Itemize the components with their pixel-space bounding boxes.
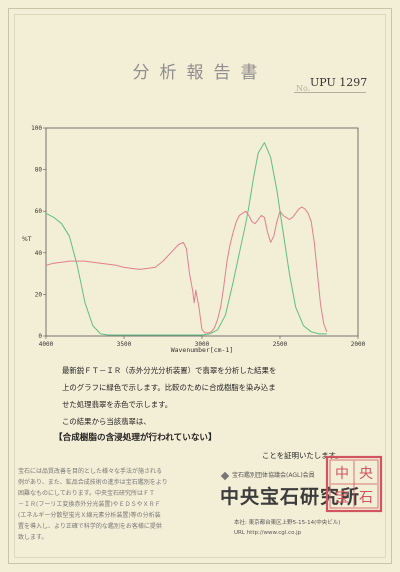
note-line: 困難なものにしております。中央宝石研究所はＦＴ	[18, 490, 156, 497]
inner-border	[14, 14, 386, 558]
company-address: 本社: 東京都台東区上野5-15-14(中央ビル) URL http://www…	[234, 520, 341, 536]
description-line: この結果から当該翡翠は、	[62, 417, 151, 426]
x-tick-label: 3000	[195, 341, 210, 348]
note-line: －ＩＲ(フーリエ変換赤外分光装置)やＥＤＳやＸＲＦ	[18, 501, 161, 508]
association-membership: 宝石鑑別団体協議会(AGL)会員	[220, 470, 315, 480]
x-axis-label: Wavenumber[cm-1]	[171, 346, 234, 354]
note-line: 宝石には品質改善を目的とした様々な手法が施される	[18, 468, 163, 475]
description-line: せた処理翡翠を赤色で示します。	[62, 400, 173, 409]
certification-line: ことを証明いたします。	[262, 451, 343, 460]
company-seal-stamp: 中 央 宝 石	[325, 455, 383, 513]
svg-text:石: 石	[359, 490, 373, 506]
x-tick-label: 3500	[117, 341, 132, 348]
y-tick-label: 100	[31, 125, 42, 132]
description-line: 最新鋭ＦＴ－ＩＲ（赤外分光分析装置）で翡翠を分析した結果を	[62, 366, 277, 375]
url-label: URL	[234, 530, 245, 536]
y-tick-label: 40	[35, 250, 43, 257]
description-line: 上のグラフに緑色で示します。比較のために合成樹脂を染み込ま	[62, 383, 276, 392]
svg-text:宝: 宝	[335, 490, 349, 506]
x-tick-label: 4000	[39, 341, 54, 348]
conclusion-statement: 【合成樹脂の含浸処理が行われていない】	[54, 433, 217, 443]
y-axis-label: %T	[22, 236, 32, 243]
address-label: 本社	[234, 520, 246, 526]
report-title: 分析報告書	[132, 63, 268, 83]
outer-border	[8, 8, 392, 564]
svg-text:央: 央	[359, 466, 373, 482]
document-number: UPU 1297	[310, 76, 368, 89]
note-line: 例があり、また、鉱品合成技術の進歩は宝石鑑別をより	[18, 479, 168, 486]
note-line: (エネルギー分散型蛍光Ｘ線元素分析装置)等の分析装	[18, 512, 161, 519]
note-line: 致します。	[18, 534, 48, 541]
association-logo-icon	[220, 471, 230, 480]
y-tick-label: 80	[35, 167, 43, 174]
analysis-description: 最新鋭ＦＴ－ＩＲ（赤外分光分析装置）で翡翠を分析した結果を 上のグラフに緑色で示…	[54, 362, 362, 464]
x-tick-label: 2000	[351, 341, 366, 348]
x-tick-label: 2500	[273, 341, 288, 348]
plot-area-frame	[45, 127, 359, 337]
company-url: http://www.cgl.co.jp	[246, 530, 302, 536]
ftir-spectrum-chart: 4000 3500 3000 2500 2000 0 20 40 60 80 100 Wavenum…	[22, 125, 366, 354]
y-tick-label: 0	[38, 333, 42, 340]
spectrum-series-2-line	[45, 206, 328, 334]
note-line: 置を導入し、より正確で科学的な鑑別をお客様に提供	[18, 523, 162, 530]
spectrum-series-1-line	[45, 142, 327, 336]
number-label: No.	[296, 84, 311, 93]
number-underline	[294, 92, 366, 93]
gem-treatment-note: 宝石には品質改善を目的とした様々な手法が施される 例があり、また、鉱品合成技術の…	[18, 466, 204, 543]
address-text: 東京都台東区上野5-15-14(中央ビル)	[248, 520, 341, 526]
svg-text:中: 中	[335, 466, 349, 482]
association-text: 宝石鑑別団体協議会(AGL)会員	[232, 472, 315, 479]
company-name: 中央宝石研究所	[220, 486, 361, 508]
y-tick-label: 60	[35, 208, 43, 215]
y-tick-label: 20	[35, 291, 43, 298]
